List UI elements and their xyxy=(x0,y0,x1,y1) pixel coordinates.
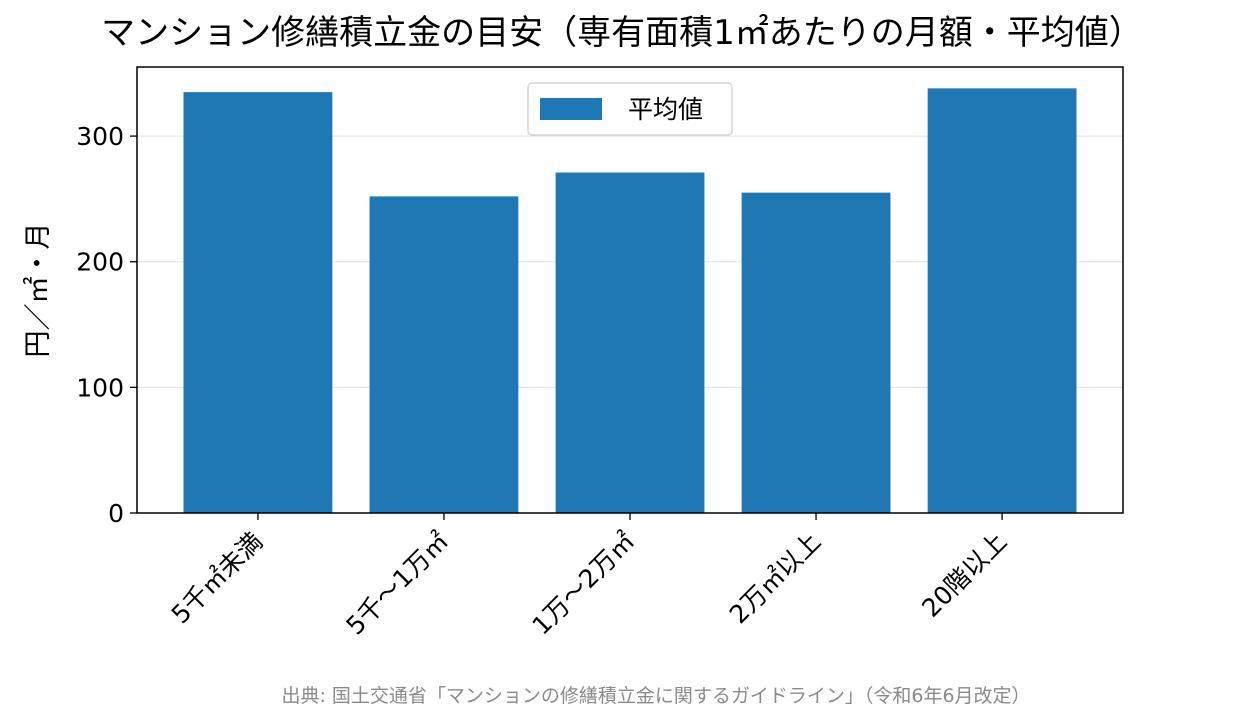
x-axis-ticks: 5千㎡未満 5千〜1万㎡ 1万〜2万㎡ 2万㎡以上 20階以上 xyxy=(166,513,1012,641)
x-tick-label: 1万〜2万㎡ xyxy=(527,527,641,641)
bar xyxy=(183,92,333,513)
legend-label: 平均値 xyxy=(628,95,703,124)
x-tick-label: 5千〜1万㎡ xyxy=(340,527,454,641)
source-note: 出典: 国土交通省「マンションの修繕積立金に関するガイドライン」（令和6年6月改… xyxy=(281,685,1030,707)
bar xyxy=(369,196,519,513)
legend: 平均値 xyxy=(527,82,733,136)
bars xyxy=(183,88,1077,514)
y-tick-label: 0 xyxy=(108,499,124,528)
legend-box xyxy=(527,82,733,136)
bar xyxy=(741,192,891,514)
chart-title: マンション修繕積立金の目安（専有面積1㎡あたりの月額・平均値） xyxy=(101,13,1143,53)
x-tick-label: 20階以上 xyxy=(916,527,1012,623)
x-tick-label: 2万㎡以上 xyxy=(724,527,826,629)
y-tick-label: 200 xyxy=(76,248,124,277)
y-axis-label: 円／㎡・月 xyxy=(23,223,54,358)
y-tick-label: 300 xyxy=(76,122,124,151)
bar xyxy=(927,88,1077,513)
y-axis-ticks: 0 100 200 300 xyxy=(76,122,137,528)
x-tick-label: 5千㎡未満 xyxy=(166,527,268,629)
y-tick-label: 100 xyxy=(76,373,124,402)
legend-swatch xyxy=(540,98,602,120)
bar xyxy=(555,172,705,513)
